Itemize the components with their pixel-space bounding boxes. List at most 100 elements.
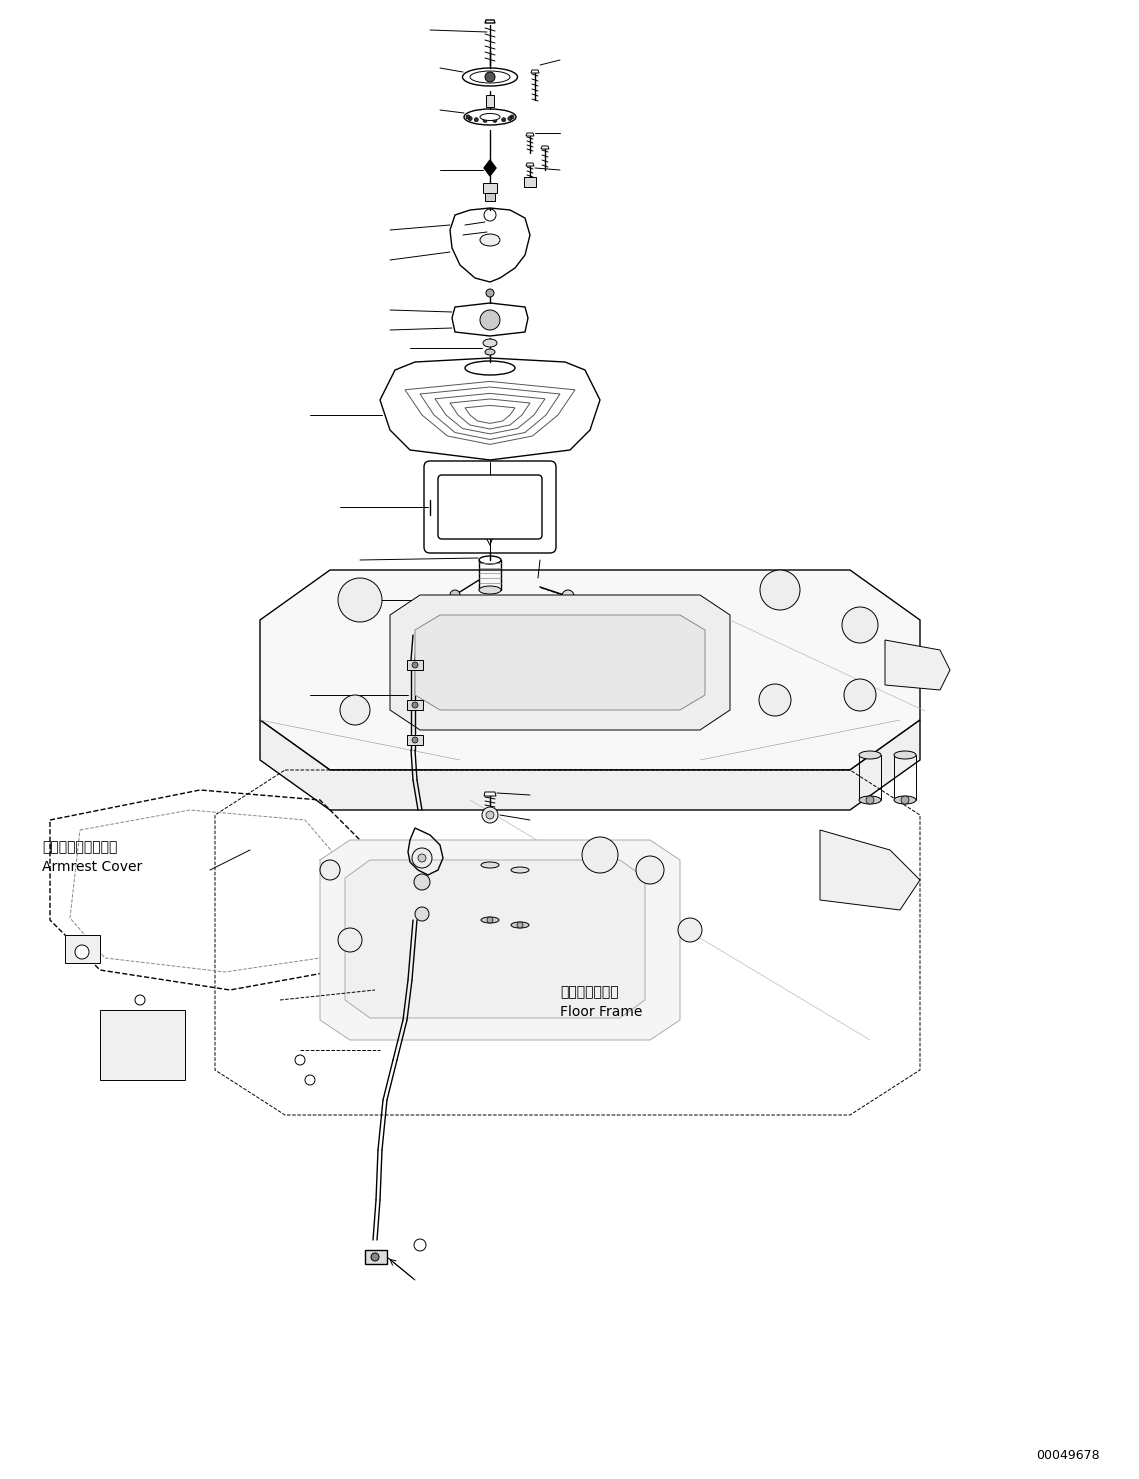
- Circle shape: [844, 679, 876, 711]
- Circle shape: [901, 796, 909, 805]
- Circle shape: [468, 117, 473, 120]
- Ellipse shape: [511, 867, 528, 873]
- Circle shape: [305, 1075, 316, 1086]
- Polygon shape: [484, 160, 495, 176]
- Text: Armrest Cover: Armrest Cover: [42, 859, 142, 874]
- Circle shape: [320, 859, 341, 880]
- Circle shape: [371, 1253, 379, 1262]
- Circle shape: [510, 115, 514, 118]
- Circle shape: [474, 118, 478, 121]
- Circle shape: [338, 927, 362, 952]
- Ellipse shape: [859, 751, 880, 759]
- Circle shape: [413, 874, 431, 890]
- Circle shape: [508, 117, 511, 120]
- Circle shape: [483, 118, 487, 123]
- Circle shape: [450, 590, 460, 600]
- Polygon shape: [531, 70, 539, 72]
- Ellipse shape: [470, 71, 510, 83]
- Circle shape: [412, 737, 418, 742]
- Circle shape: [482, 808, 498, 822]
- Circle shape: [492, 528, 498, 534]
- Polygon shape: [260, 569, 920, 771]
- Ellipse shape: [894, 751, 916, 759]
- Circle shape: [760, 569, 800, 609]
- Circle shape: [412, 663, 418, 669]
- Circle shape: [636, 856, 664, 884]
- Polygon shape: [820, 830, 920, 910]
- Circle shape: [582, 837, 618, 873]
- Ellipse shape: [481, 917, 499, 923]
- Bar: [486, 95, 494, 106]
- Bar: [483, 183, 497, 192]
- Circle shape: [341, 695, 370, 725]
- Circle shape: [136, 995, 145, 1006]
- Circle shape: [493, 118, 497, 123]
- Bar: [100, 1010, 185, 1080]
- Circle shape: [486, 810, 494, 819]
- Circle shape: [295, 1055, 305, 1065]
- Circle shape: [501, 118, 506, 121]
- Polygon shape: [885, 640, 950, 691]
- Ellipse shape: [464, 109, 516, 126]
- Circle shape: [338, 578, 382, 623]
- Circle shape: [480, 311, 500, 330]
- Circle shape: [412, 703, 418, 708]
- Circle shape: [413, 1239, 426, 1251]
- Polygon shape: [345, 859, 645, 1018]
- Circle shape: [562, 590, 574, 602]
- Circle shape: [484, 209, 495, 220]
- Polygon shape: [541, 146, 549, 149]
- Ellipse shape: [859, 796, 880, 805]
- Polygon shape: [260, 720, 920, 810]
- Circle shape: [842, 606, 878, 643]
- Text: フロアフレーム: フロアフレーム: [560, 985, 618, 998]
- Text: 00049678: 00049678: [1036, 1449, 1100, 1463]
- Circle shape: [517, 921, 523, 927]
- Circle shape: [466, 115, 470, 118]
- Circle shape: [415, 907, 429, 921]
- Circle shape: [418, 853, 426, 862]
- Ellipse shape: [511, 921, 528, 927]
- Circle shape: [412, 847, 432, 868]
- Bar: [65, 935, 100, 963]
- Circle shape: [759, 683, 790, 716]
- Circle shape: [487, 917, 493, 923]
- Circle shape: [480, 527, 485, 532]
- Polygon shape: [450, 209, 530, 282]
- Polygon shape: [485, 21, 495, 24]
- Ellipse shape: [481, 862, 499, 868]
- Polygon shape: [320, 840, 680, 1040]
- Text: アームレストカバー: アームレストカバー: [42, 840, 117, 853]
- Ellipse shape: [480, 586, 501, 595]
- Bar: [485, 192, 495, 201]
- Polygon shape: [380, 358, 600, 460]
- FancyBboxPatch shape: [439, 475, 542, 538]
- Ellipse shape: [485, 349, 495, 355]
- Circle shape: [150, 1025, 159, 1035]
- Bar: [407, 700, 423, 710]
- Circle shape: [678, 918, 702, 942]
- Ellipse shape: [480, 234, 500, 246]
- Ellipse shape: [894, 796, 916, 805]
- Polygon shape: [526, 163, 534, 166]
- Ellipse shape: [480, 114, 500, 120]
- Ellipse shape: [480, 556, 501, 563]
- Circle shape: [486, 288, 494, 297]
- Polygon shape: [526, 133, 534, 136]
- Ellipse shape: [462, 68, 517, 86]
- Bar: [407, 660, 423, 670]
- Polygon shape: [390, 595, 730, 731]
- Bar: [407, 735, 423, 745]
- FancyBboxPatch shape: [424, 461, 556, 553]
- Bar: [364, 1250, 387, 1265]
- Polygon shape: [415, 615, 705, 710]
- Text: Floor Frame: Floor Frame: [560, 1006, 642, 1019]
- Polygon shape: [484, 791, 495, 796]
- Ellipse shape: [465, 361, 515, 376]
- Polygon shape: [452, 303, 528, 336]
- Ellipse shape: [483, 339, 497, 348]
- Circle shape: [485, 72, 495, 81]
- Circle shape: [75, 945, 89, 958]
- Bar: [524, 177, 536, 186]
- Circle shape: [866, 796, 874, 805]
